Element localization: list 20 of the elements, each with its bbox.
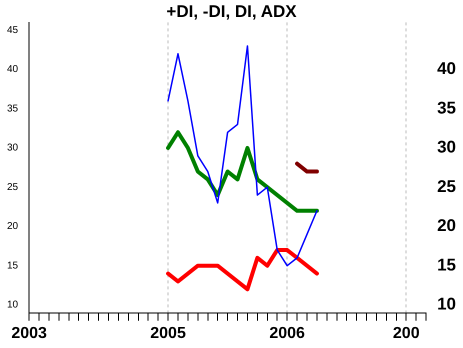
y-tick-label: 45	[7, 25, 19, 36]
y2-tick-label: 25	[437, 176, 456, 196]
y2-tick-label: 10	[437, 294, 456, 314]
y2-tick-label: 40	[437, 59, 456, 78]
y2-tick-label: 15	[437, 255, 456, 274]
y2-tick-label: 35	[437, 98, 456, 118]
chart-title: +DI, -DI, DI, ADX	[166, 2, 298, 21]
y-tick-label: 30	[7, 142, 19, 154]
y-tick-label: 15	[7, 260, 19, 272]
y2-tick-label: 20	[437, 216, 456, 236]
y-tick-label: 35	[7, 103, 19, 114]
x-tick-label: 2003	[11, 324, 48, 342]
y2-tick-label: 30	[437, 138, 456, 157]
x-tick-label: 200	[392, 324, 420, 342]
x-tick-label: 2006	[269, 324, 306, 342]
y-tick-label: 10	[7, 300, 19, 311]
x-tick-label: 2005	[150, 324, 186, 342]
y-tick-label: 20	[7, 221, 19, 232]
y-tick-label: 40	[7, 64, 19, 76]
y-tick-label: 25	[7, 182, 19, 193]
